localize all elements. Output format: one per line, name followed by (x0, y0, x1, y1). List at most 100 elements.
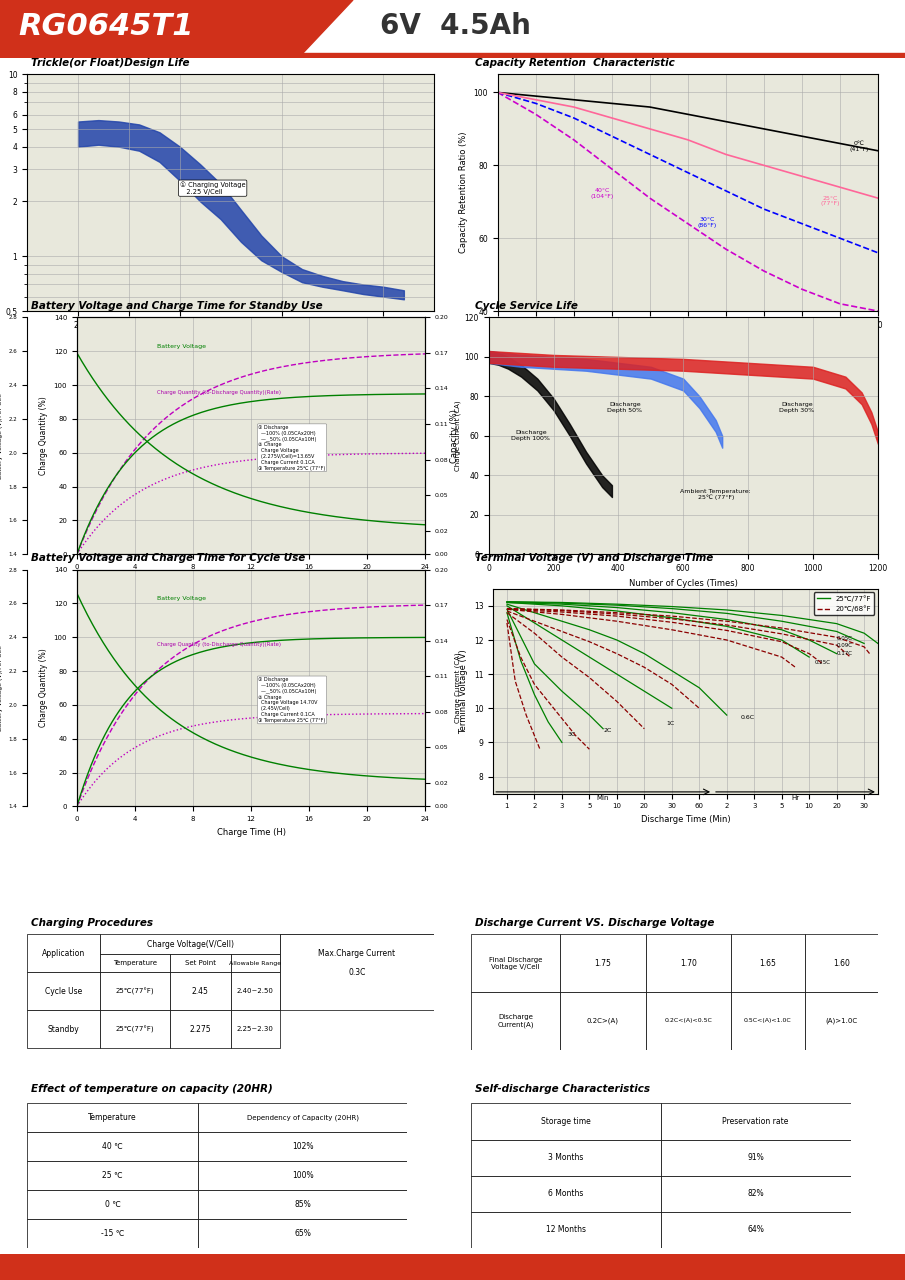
Bar (198, 1133, 407, 1161)
Text: 2.45: 2.45 (192, 987, 209, 996)
Text: 0.3C: 0.3C (348, 968, 366, 977)
Bar (646, 992, 731, 1050)
Bar (198, 1103, 407, 1133)
Text: Discharge
Depth 100%: Discharge Depth 100% (511, 430, 550, 440)
Bar (27, 1161, 198, 1190)
Text: Allowable Range: Allowable Range (229, 961, 281, 965)
X-axis label: Number of Cycles (Times): Number of Cycles (Times) (629, 579, 738, 588)
Bar (560, 934, 646, 992)
Text: Application: Application (43, 948, 85, 957)
Text: -15 ℃: -15 ℃ (101, 1229, 124, 1238)
Text: Battery Voltage: Battery Voltage (157, 596, 205, 602)
Text: RG0645T1: RG0645T1 (18, 12, 194, 41)
Bar (198, 1219, 407, 1248)
Y-axis label: Charge Quantity (%): Charge Quantity (%) (39, 649, 48, 727)
Bar (731, 992, 805, 1050)
Text: Trickle(or Float)Design Life: Trickle(or Float)Design Life (31, 58, 190, 68)
Text: 1.75: 1.75 (595, 959, 612, 968)
Text: 102%: 102% (292, 1142, 313, 1151)
Bar (805, 992, 878, 1050)
Bar (100, 954, 169, 973)
Text: Battery Voltage and Charge Time for Standby Use: Battery Voltage and Charge Time for Stan… (31, 301, 323, 311)
Bar (731, 934, 805, 992)
Bar (231, 1010, 280, 1048)
Bar (100, 934, 280, 954)
Y-axis label: Battery Voltage (V)/Per Cell: Battery Voltage (V)/Per Cell (0, 393, 3, 479)
Bar (471, 1103, 661, 1139)
Bar (100, 973, 169, 1010)
Text: Dependency of Capacity (20HR): Dependency of Capacity (20HR) (247, 1115, 358, 1121)
Legend: 25℃/77°F, 20℃/68°F: 25℃/77°F, 20℃/68°F (814, 593, 874, 614)
Bar (471, 1212, 661, 1248)
Text: Charge Quantity (to-Discharge Quantity)(Rate): Charge Quantity (to-Discharge Quantity)(… (157, 641, 281, 646)
Text: Temperature: Temperature (89, 1114, 137, 1123)
Text: 0.05C: 0.05C (836, 636, 853, 641)
Bar (471, 1139, 661, 1175)
Text: Discharge
Depth 50%: Discharge Depth 50% (607, 402, 643, 413)
Bar (661, 1212, 851, 1248)
Text: 0.17C: 0.17C (836, 652, 853, 657)
Text: Capacity Retention  Characteristic: Capacity Retention Characteristic (474, 58, 674, 68)
Y-axis label: Capacity Retention Ratio (%): Capacity Retention Ratio (%) (459, 132, 468, 253)
Text: 64%: 64% (748, 1225, 764, 1234)
Y-axis label: Battery Voltage (V)/Per Cell: Battery Voltage (V)/Per Cell (0, 645, 3, 731)
Text: Terminal Voltage (V) and Discharge Time: Terminal Voltage (V) and Discharge Time (474, 553, 713, 563)
Text: 1.70: 1.70 (680, 959, 697, 968)
Y-axis label: Charge Current (CA): Charge Current (CA) (454, 401, 461, 471)
Text: 30°C
(86°F): 30°C (86°F) (697, 218, 717, 228)
Text: ① Charging Voltage
   2.25 V/Cell: ① Charging Voltage 2.25 V/Cell (180, 182, 245, 195)
Bar (805, 934, 878, 992)
Text: Discharge Current VS. Discharge Voltage: Discharge Current VS. Discharge Voltage (474, 918, 714, 928)
Bar (661, 1139, 851, 1175)
Text: Temperature: Temperature (113, 960, 157, 966)
Bar (661, 1103, 851, 1139)
Polygon shape (0, 0, 353, 58)
Text: 1.60: 1.60 (833, 959, 850, 968)
Text: Effect of temperature on capacity (20HR): Effect of temperature on capacity (20HR) (31, 1084, 273, 1094)
Text: 12 Months: 12 Months (546, 1225, 586, 1234)
Text: 2C: 2C (603, 728, 612, 733)
Text: 6V  4.5Ah: 6V 4.5Ah (380, 13, 531, 41)
Text: Battery Voltage and Charge Time for Cycle Use: Battery Voltage and Charge Time for Cycl… (31, 553, 306, 563)
Text: 100%: 100% (292, 1171, 313, 1180)
Bar (170, 954, 231, 973)
Text: 3C: 3C (567, 732, 576, 736)
X-axis label: Discharge Time (Min): Discharge Time (Min) (641, 815, 730, 824)
X-axis label: Charge Time (H): Charge Time (H) (216, 828, 286, 837)
Y-axis label: Charge Quantity (%): Charge Quantity (%) (39, 397, 48, 475)
Text: Charging Procedures: Charging Procedures (31, 918, 153, 928)
Bar (646, 934, 731, 992)
Text: 85%: 85% (294, 1201, 311, 1210)
Text: Charge Voltage(V/Cell): Charge Voltage(V/Cell) (147, 940, 233, 948)
X-axis label: Temperature (℃): Temperature (℃) (195, 335, 267, 344)
Text: 40 ℃: 40 ℃ (102, 1142, 123, 1151)
Text: 65%: 65% (294, 1229, 311, 1238)
Text: 25 ℃: 25 ℃ (102, 1171, 123, 1180)
Text: 0.09C: 0.09C (836, 643, 853, 648)
Text: (A)>1.0C: (A)>1.0C (825, 1018, 857, 1024)
Text: 1.65: 1.65 (759, 959, 776, 968)
Text: 6 Months: 6 Months (548, 1189, 584, 1198)
Text: Charge Quantity (to-Discharge Quantity)(Rate): Charge Quantity (to-Discharge Quantity)(… (157, 389, 281, 394)
Text: Final Discharge
Voltage V/Cell: Final Discharge Voltage V/Cell (489, 956, 542, 970)
Text: 0.6C: 0.6C (740, 714, 755, 719)
Text: Self-discharge Characteristics: Self-discharge Characteristics (474, 1084, 650, 1094)
Text: 25℃(77°F): 25℃(77°F) (116, 988, 155, 995)
Bar (27, 1190, 198, 1219)
Text: Preservation rate: Preservation rate (722, 1117, 789, 1126)
Bar (27, 1010, 100, 1048)
Bar (27, 1103, 198, 1133)
Bar (27, 934, 100, 973)
Text: 0.2C<(A)<0.5C: 0.2C<(A)<0.5C (664, 1019, 712, 1023)
Text: Discharge
Depth 30%: Discharge Depth 30% (779, 402, 815, 413)
Text: 25℃(77°F): 25℃(77°F) (116, 1025, 155, 1033)
Text: 2.25~2.30: 2.25~2.30 (237, 1027, 273, 1033)
Bar (170, 1010, 231, 1048)
Text: Max.Charge Current: Max.Charge Current (319, 948, 395, 957)
Text: 0.2C>(A): 0.2C>(A) (587, 1018, 619, 1024)
Bar (471, 992, 560, 1050)
Bar (27, 1219, 198, 1248)
Text: ① Discharge
  —100% (0.05CAx20H)
  —⁔50% (0.05CAx10H)
② Charge
  Charge Voltage : ① Discharge —100% (0.05CAx20H) —⁔50% (0.… (259, 677, 326, 723)
Text: Battery Voltage: Battery Voltage (157, 344, 205, 349)
Text: 2.275: 2.275 (189, 1025, 211, 1034)
